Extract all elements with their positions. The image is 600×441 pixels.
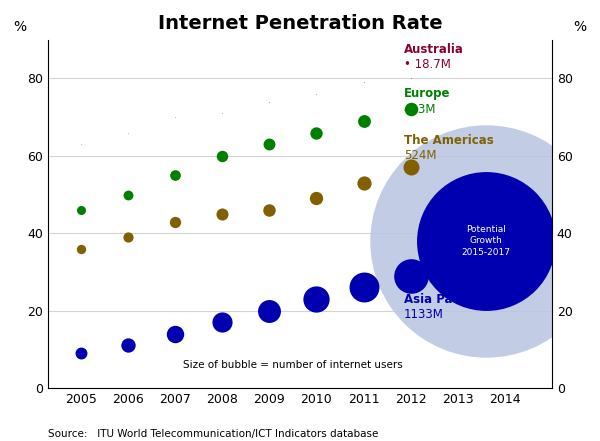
Point — [406, 164, 415, 171]
Text: Australia: Australia — [404, 43, 464, 56]
Point — [123, 234, 133, 241]
Point — [265, 141, 274, 148]
Point — [76, 350, 86, 357]
Point — [481, 237, 491, 244]
Text: The Americas: The Americas — [404, 134, 493, 147]
Text: %: % — [573, 20, 586, 34]
Point — [311, 129, 321, 136]
Point — [311, 195, 321, 202]
Point — [123, 129, 133, 136]
Point — [170, 218, 180, 225]
Point — [217, 319, 227, 326]
Point — [359, 284, 368, 291]
Point — [217, 110, 227, 117]
Point — [123, 342, 133, 349]
Point — [265, 307, 274, 314]
Text: 443M: 443M — [404, 103, 436, 116]
Point — [76, 141, 86, 148]
Text: 1133M: 1133M — [404, 308, 443, 321]
Point — [359, 79, 368, 86]
Point — [406, 106, 415, 113]
Text: • 18.7M: • 18.7M — [404, 58, 451, 71]
Text: Europe: Europe — [404, 87, 450, 101]
Point — [217, 152, 227, 159]
Text: Size of bubble = number of internet users: Size of bubble = number of internet user… — [183, 360, 403, 370]
Text: Potential
Growth
2015-2017: Potential Growth 2015-2017 — [461, 224, 511, 257]
Point — [359, 179, 368, 187]
Text: 524M: 524M — [404, 149, 436, 162]
Text: Asia Pacific: Asia Pacific — [404, 292, 479, 306]
Point — [170, 114, 180, 121]
Point — [170, 330, 180, 337]
Title: Internet Penetration Rate: Internet Penetration Rate — [158, 14, 442, 33]
Point — [311, 90, 321, 97]
Point — [406, 272, 415, 279]
Point — [406, 75, 415, 82]
Point — [123, 191, 133, 198]
Point — [265, 206, 274, 213]
Point — [170, 172, 180, 179]
Point — [217, 210, 227, 217]
Text: %: % — [14, 20, 27, 34]
Point — [76, 206, 86, 213]
Point — [76, 245, 86, 252]
Text: Source:   ITU World Telecommunication/ICT Indicators database: Source: ITU World Telecommunication/ICT … — [48, 429, 379, 439]
Point — [359, 117, 368, 124]
Point — [265, 98, 274, 105]
Point — [481, 237, 491, 244]
Point — [311, 295, 321, 303]
